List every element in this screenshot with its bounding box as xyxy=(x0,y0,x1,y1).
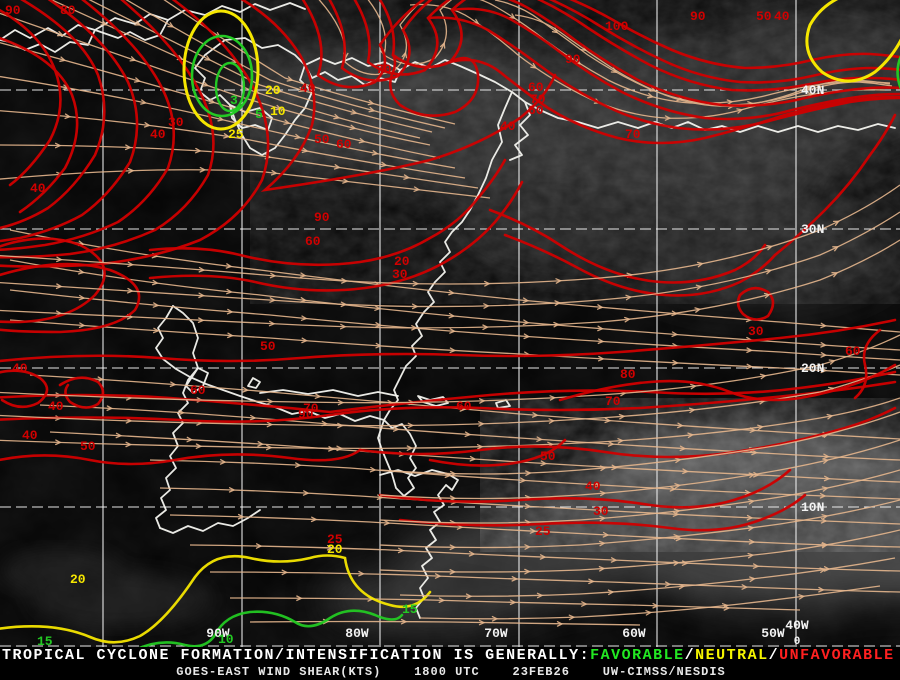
svg-text:40N: 40N xyxy=(801,83,824,98)
svg-text:50: 50 xyxy=(756,9,772,24)
svg-text:50W: 50W xyxy=(761,626,785,641)
svg-text:90: 90 xyxy=(314,210,330,225)
svg-text:80: 80 xyxy=(620,367,636,382)
svg-text:50: 50 xyxy=(260,339,276,354)
svg-text:30: 30 xyxy=(392,267,408,282)
svg-text:100: 100 xyxy=(605,19,629,34)
svg-text:30: 30 xyxy=(168,115,184,130)
svg-text:40W: 40W xyxy=(785,618,809,633)
svg-text:60: 60 xyxy=(336,137,352,152)
svg-text:50: 50 xyxy=(314,132,330,147)
svg-text:40: 40 xyxy=(300,81,316,96)
svg-text:40: 40 xyxy=(585,479,601,494)
svg-text:70: 70 xyxy=(625,127,641,142)
svg-text:10: 10 xyxy=(270,104,286,119)
svg-text:60W: 60W xyxy=(622,626,646,641)
svg-text:25: 25 xyxy=(535,524,551,539)
svg-text:70W: 70W xyxy=(484,626,508,641)
svg-text:5: 5 xyxy=(255,107,263,122)
svg-text:40: 40 xyxy=(500,119,516,134)
svg-text:80: 80 xyxy=(60,3,76,18)
svg-text:40: 40 xyxy=(48,399,64,414)
svg-text:70: 70 xyxy=(605,394,621,409)
svg-text:50: 50 xyxy=(540,449,556,464)
svg-text:70: 70 xyxy=(376,62,392,77)
svg-text:15: 15 xyxy=(402,602,418,617)
svg-text:20N: 20N xyxy=(801,361,824,376)
svg-text:10: 10 xyxy=(218,632,234,647)
svg-text:30N: 30N xyxy=(801,222,824,237)
svg-text:40: 40 xyxy=(150,127,166,142)
svg-text:70: 70 xyxy=(303,401,319,416)
svg-text:25: 25 xyxy=(228,127,244,142)
svg-text:20: 20 xyxy=(70,572,86,587)
svg-text:90: 90 xyxy=(690,9,706,24)
svg-text:20: 20 xyxy=(265,83,281,98)
svg-text:10N: 10N xyxy=(801,500,824,515)
svg-text:40: 40 xyxy=(12,361,28,376)
svg-text:60: 60 xyxy=(190,383,206,398)
svg-text:40: 40 xyxy=(22,428,38,443)
svg-text:80W: 80W xyxy=(345,626,369,641)
svg-text:20: 20 xyxy=(394,254,410,269)
svg-text:30: 30 xyxy=(748,324,764,339)
svg-text:30: 30 xyxy=(593,504,609,519)
svg-text:90: 90 xyxy=(5,3,21,18)
svg-text:60: 60 xyxy=(528,103,544,118)
svg-text:60: 60 xyxy=(305,234,321,249)
svg-text:25: 25 xyxy=(327,532,343,547)
svg-text:60: 60 xyxy=(845,344,861,359)
svg-text:90: 90 xyxy=(565,52,581,67)
svg-text:60: 60 xyxy=(456,399,472,414)
svg-text:40: 40 xyxy=(774,9,790,24)
svg-text:40: 40 xyxy=(30,181,46,196)
svg-text:50: 50 xyxy=(80,439,96,454)
svg-text:3: 3 xyxy=(230,93,238,108)
